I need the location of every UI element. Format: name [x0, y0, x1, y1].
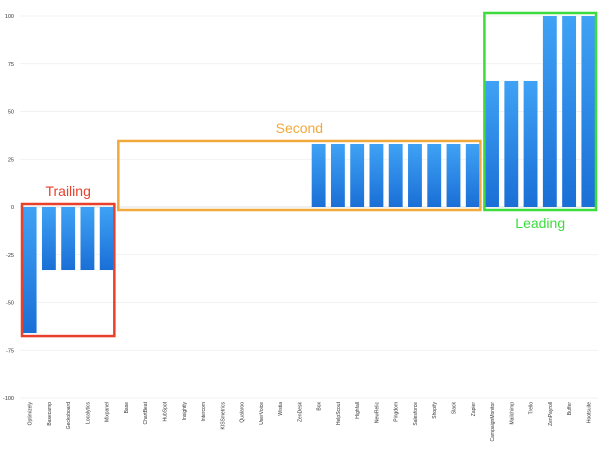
bar	[369, 143, 384, 207]
annotation-box	[117, 139, 482, 212]
x-tick-label: Pingdom	[394, 402, 400, 422]
x-tick-label: Slack	[452, 402, 458, 415]
x-tick-label: Box	[317, 402, 323, 411]
bar	[504, 80, 519, 207]
x-tick-label: Shopify	[432, 402, 438, 419]
y-tick-label: 25	[8, 157, 14, 163]
bar	[311, 143, 326, 207]
y-tick-label: 75	[8, 62, 14, 68]
annotations: Trailing Second Leading	[20, 11, 598, 338]
x-tick-label: Base	[124, 402, 130, 414]
x-tick-label: ZenPayroll	[548, 402, 554, 426]
x-tick-label: Insightly	[182, 402, 188, 421]
x-tick-label: Zapier	[471, 402, 477, 417]
y-tick-label: 50	[8, 110, 14, 116]
x-tick-label: HubSpot	[163, 401, 169, 421]
bar	[465, 143, 480, 207]
bar	[485, 80, 499, 207]
bar	[350, 143, 365, 207]
annotation-label: Trailing	[45, 183, 90, 199]
y-tick-label: -25	[6, 253, 14, 259]
bar	[388, 143, 403, 207]
bar	[427, 143, 442, 207]
bar	[542, 16, 557, 207]
bar	[581, 16, 596, 207]
y-tick-label: -100	[3, 396, 14, 402]
y-tick-label: 0	[11, 205, 14, 211]
y-tick-label: -50	[6, 301, 14, 307]
bar	[330, 143, 345, 207]
x-tick-label: Mailchimp	[509, 402, 515, 425]
x-tick-label: ChartBeat	[143, 401, 149, 424]
x-tick-label: UserVoice	[259, 402, 265, 425]
y-tick-label: -75	[6, 348, 14, 354]
x-tick-label: Trello	[529, 402, 535, 415]
bar	[562, 16, 577, 207]
x-tick-label: Basecamp	[47, 402, 53, 426]
x-tick-label: Buffer	[567, 402, 573, 416]
bar	[99, 207, 114, 271]
annotation-label: Leading	[515, 215, 565, 231]
x-tick-label: ZenDesk	[297, 402, 303, 423]
bar	[22, 207, 37, 334]
x-tick-label: Hootsuite	[586, 402, 592, 423]
x-tick-label: Wistia	[278, 402, 284, 416]
x-tick-label: Geckoboard	[66, 402, 72, 429]
y-axis-ticks: -100 -75 -50 -25 0 25 50 75 100	[3, 14, 14, 402]
x-tick-label: Intercom	[201, 402, 207, 421]
x-tick-label: KISSmetrics	[220, 402, 226, 430]
bar	[61, 207, 76, 271]
gridlines	[20, 15, 598, 399]
x-tick-label: Qualaroo	[240, 402, 246, 423]
x-tick-label: Optimizely	[28, 402, 34, 426]
annotation-box	[20, 202, 116, 338]
x-tick-label: HelpScout	[336, 401, 342, 425]
y-tick-label: 100	[5, 14, 14, 20]
annotation-box	[483, 11, 598, 212]
x-tick-label: Localytics	[85, 402, 91, 424]
bar	[523, 80, 538, 207]
bar	[80, 207, 95, 271]
bar	[41, 207, 56, 271]
x-tick-label: Mixpanel	[105, 402, 111, 422]
bars	[22, 16, 596, 334]
x-tick-label: CampaignMonitor	[490, 402, 496, 442]
x-axis-ticks: Optimizely Basecamp Geckoboard Localytics Mi…	[28, 401, 593, 441]
bar	[408, 143, 422, 207]
annotation-label: Second	[276, 120, 323, 136]
x-tick-label: Salesforce	[413, 402, 419, 426]
bar	[446, 143, 461, 207]
x-tick-label: Highfall	[355, 402, 361, 419]
x-tick-label: NewRelic	[374, 402, 380, 424]
